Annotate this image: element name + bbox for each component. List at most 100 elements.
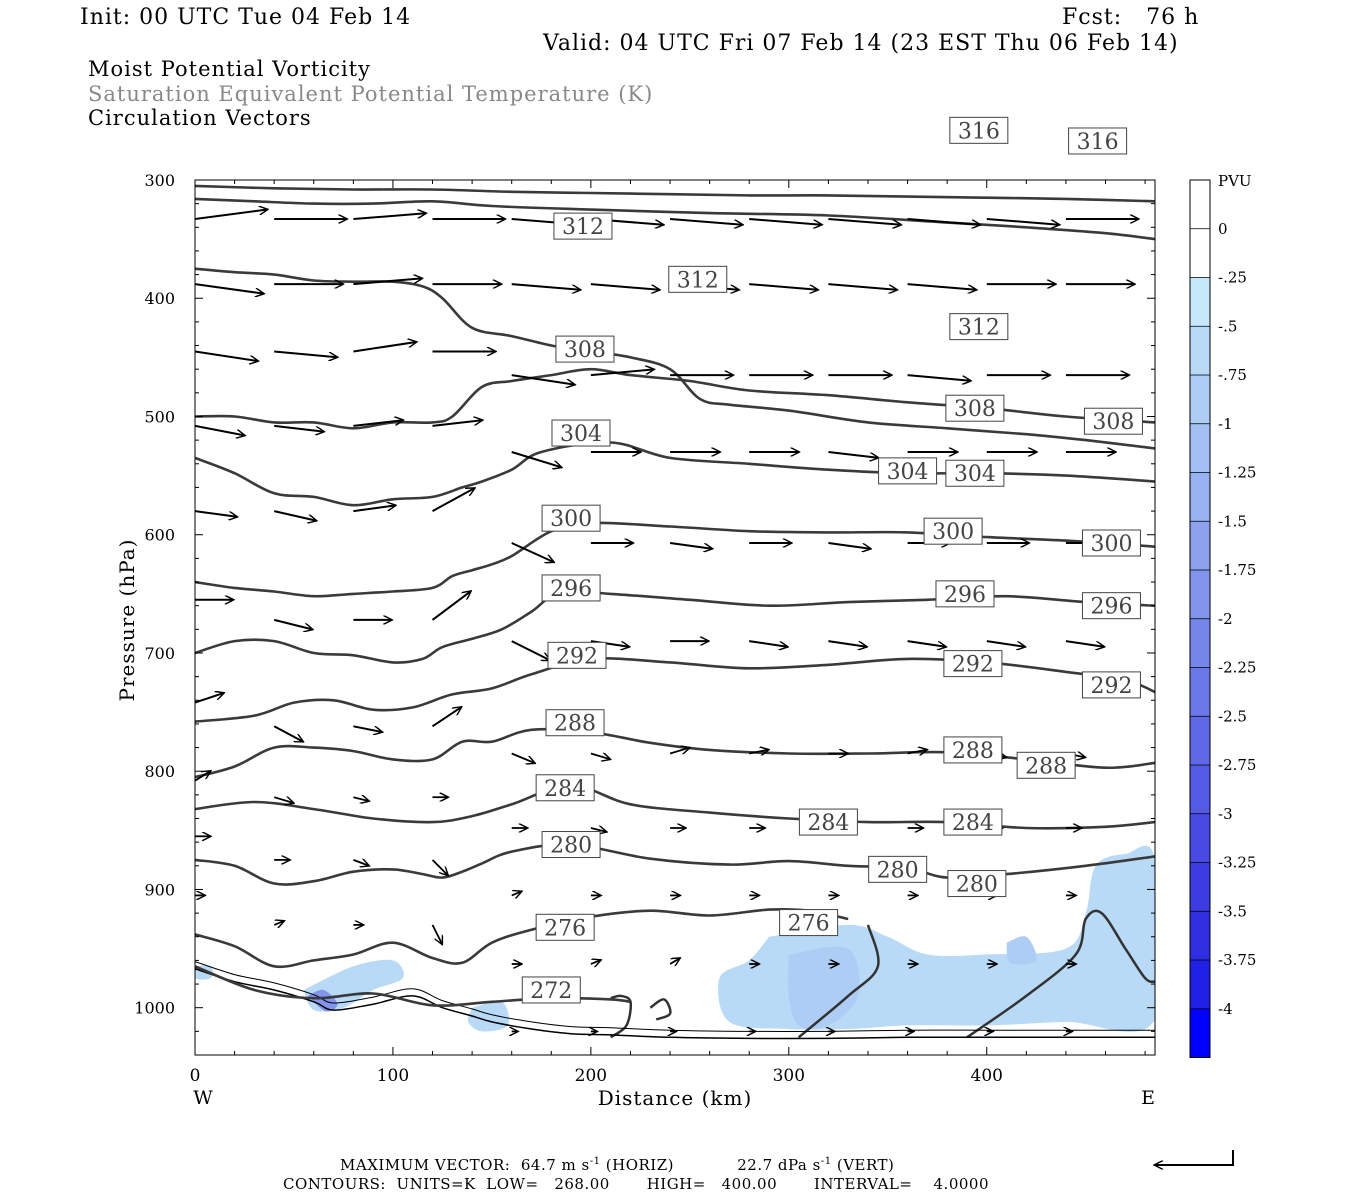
vector-arrow-100 [511,892,522,896]
theta-contour-316 [195,197,1155,241]
theta-label-box-296-2 [1081,592,1141,620]
theta-label-280-2: 280 [956,873,998,898]
vector-arrow-12 [195,283,263,294]
colorbar-swatch-0 [1190,180,1210,230]
vector-arrow-51 [432,488,475,512]
vector-arrow-14 [353,278,421,286]
vector-arrow-86 [353,797,368,801]
theta-label-box-288-0 [545,709,605,737]
colorbar-swatch-10 [1190,667,1210,717]
theta-label-304-2: 304 [954,462,996,487]
colorbar-label-16: -4 [1218,1000,1233,1018]
vector-arrow-99 [431,859,448,875]
theta-label-box-316-0 [949,116,1009,144]
vector-arrow-6 [670,218,742,225]
vector-arrow-61 [273,618,312,630]
theta-label-284-1: 284 [807,811,849,836]
vector-arrow-48 [195,510,237,517]
y-tick-label-700: 700 [144,644,175,663]
plot-frame [194,179,1156,1056]
theta-label-284-2: 284 [952,811,994,836]
init-time: Init: 00 UTC Tue 04 Feb 14 [80,5,412,30]
theta-label-276-0: 276 [544,916,586,941]
mpv-region-1 [788,946,860,1030]
y-tick-label-900: 900 [144,880,175,899]
theta-label-box-292-1 [943,650,1003,678]
theta-label-300-2: 300 [1090,532,1132,557]
vector-arrow-7 [749,218,821,225]
forecast-hour: Fcst: 76 h [1062,5,1200,30]
vector-arrow-29 [590,369,654,377]
colorbar-label-6: -1.5 [1218,512,1247,530]
valid-time: Valid: 04 UTC Fri 07 Feb 14 (23 EST Thu … [543,31,1179,56]
theta-label-284-0: 284 [544,777,586,802]
mpv-zero-line-1 [649,998,672,1021]
theta-contour-300 [195,521,1155,598]
theta-label-box-272-0 [521,976,581,1004]
vector-arrow-77 [590,754,610,760]
axes: 300 400 500 600 700 800 900 1000 0 100 200 300 400 W E… [115,171,1155,1110]
theta-label-280-0: 280 [550,834,592,859]
vector-arrow-64 [511,640,550,660]
vector-arrow-49 [273,510,316,520]
vector-arrow-36 [195,424,244,436]
theta-label-box-308-0 [555,335,615,363]
vector-arrow-26 [353,342,416,353]
colorbar-label-3: -.75 [1218,366,1247,384]
colorbar-swatch-9 [1190,618,1210,668]
mpv-region-5 [1006,936,1037,965]
vector-arrow-56 [828,542,870,549]
theta-label-box-296-0 [541,574,601,602]
theta-contour-312 [195,267,1155,450]
vector-arrow-79 [749,750,768,754]
theta-label-304-0: 304 [560,422,602,447]
theta-label-box-284-2 [943,808,1003,836]
field-theta-label: Saturation Equivalent Potential Temperat… [88,82,654,106]
vector-arrow-54 [669,542,712,549]
vector-arrow-16 [511,283,580,290]
vector-arrow-67 [749,640,787,647]
colorbar-label-12: -3 [1218,805,1233,823]
theta-label-box-292-0 [547,641,607,669]
x-tick-label-200: 200 [575,1066,607,1086]
theta-contour-280 [195,843,1155,886]
theta-label-box-276-0 [535,913,595,941]
vector-arrow-74 [353,725,382,732]
colorbar-label-5: -1.25 [1218,464,1256,482]
colorbar-label-1: -.25 [1218,269,1247,287]
theta-label-280-1: 280 [877,858,919,883]
vector-arrow-28 [511,374,575,385]
terrain-surface [195,967,1155,1040]
theta-label-296-2: 296 [1090,595,1132,620]
vector-arrow-109 [273,921,284,925]
theta-label-288-1: 288 [952,739,994,764]
theta-contours [195,184,1155,1007]
vector-arrow-20 [828,283,896,290]
x-tick-label-0: 0 [190,1066,201,1086]
theta-label-312-2: 312 [958,316,1000,341]
theta-label-300-1: 300 [932,520,974,545]
colorbar-swatch-4 [1190,375,1210,425]
theta-label-304-1: 304 [887,460,929,485]
vector-arrow-17 [590,283,659,290]
theta-label-box-312-2 [949,313,1009,341]
theta-contour-276 [195,907,849,969]
vector-arrow-70 [986,640,1025,647]
vector-arrow-85 [273,797,293,803]
theta-label-272-0: 272 [530,979,572,1004]
vector-arrow-37 [274,424,323,432]
vector-arrow-75 [431,707,462,728]
reference-vector [1155,1150,1234,1165]
vector-arrow-114 [669,958,680,964]
colorbar-swatch-6 [1190,472,1210,522]
vector-arrow-40 [511,451,561,467]
colorbar-swatch-3 [1190,326,1210,376]
vector-arrow-33 [907,374,971,381]
theta-contour-308 [195,367,1155,430]
colorbar-label-4: -1 [1218,415,1233,433]
colorbar-label-11: -2.75 [1218,756,1256,774]
vector-arrow-21 [907,283,976,290]
theta-label-308-1: 308 [954,397,996,422]
mpv-zero-line-3 [966,909,1155,1039]
